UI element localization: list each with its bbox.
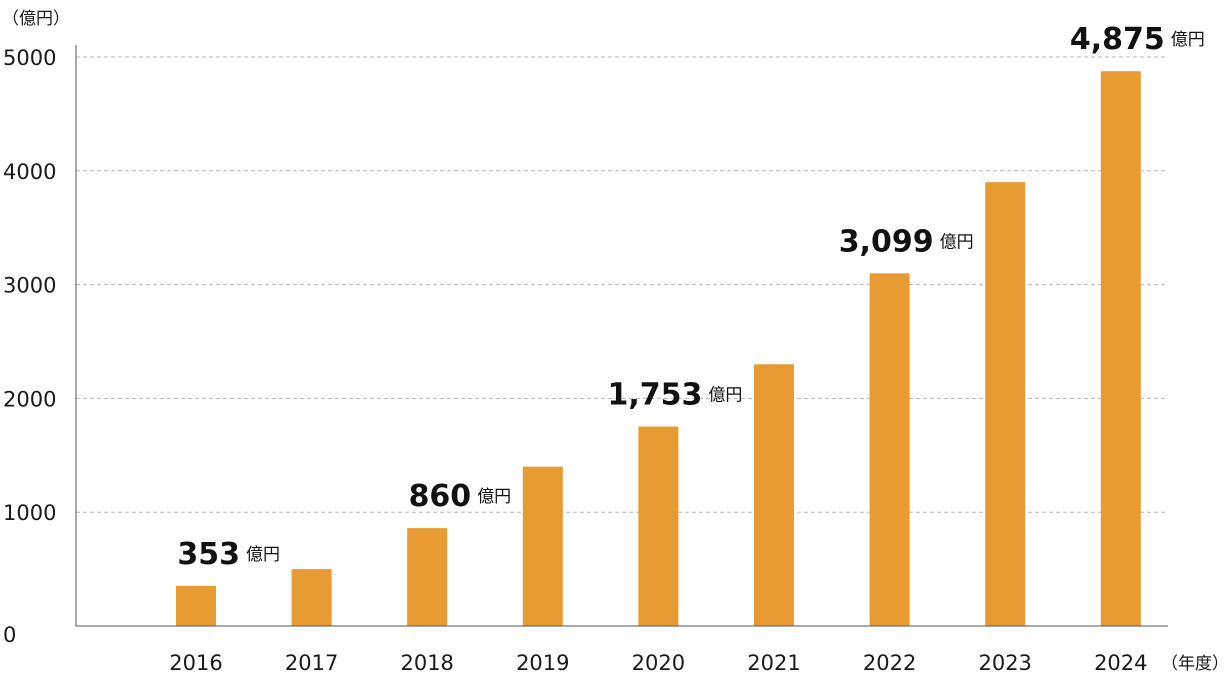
x-tick-label: 2022 — [863, 651, 916, 675]
data-label-unit: 億円 — [246, 545, 280, 565]
data-label-unit: 億円 — [940, 232, 974, 252]
data-label-value: 860 — [409, 479, 472, 514]
x-tick-label: 2018 — [400, 651, 453, 675]
x-tick-label: 2021 — [747, 651, 800, 675]
data-label-value: 4,875 — [1070, 22, 1165, 57]
y-tick-label: 4000 — [3, 160, 56, 184]
data-label-value: 3,099 — [839, 224, 934, 259]
data-label-unit: 億円 — [708, 386, 742, 406]
bar-2017 — [291, 569, 332, 626]
bar-2021 — [754, 364, 794, 626]
y-tick-labels: 0 1000 2000 3000 4000 5000 — [3, 46, 56, 647]
data-label-value: 1,753 — [607, 378, 702, 413]
x-tick-label: 2024 — [1094, 651, 1147, 675]
bar-2022 — [869, 273, 910, 626]
y-tick-label: 0 — [3, 623, 16, 647]
bar-2024 — [1100, 71, 1141, 627]
x-tick-labels: 2016 2017 2018 2019 2020 2021 2022 2023 2024 — [169, 651, 1147, 675]
x-tick-label: 2017 — [285, 651, 338, 675]
data-label-unit: 億円 — [1171, 30, 1205, 50]
bar-2016 — [176, 585, 216, 626]
y-tick-label: 1000 — [3, 501, 56, 525]
bar-2020 — [638, 426, 679, 626]
x-tick-label: 2016 — [169, 651, 222, 675]
x-tick-label: 2019 — [516, 651, 569, 675]
y-tick-label: 2000 — [3, 387, 56, 411]
bar-2018 — [407, 528, 448, 626]
x-tick-label: 2023 — [978, 651, 1031, 675]
bar-group — [176, 71, 1141, 627]
y-axis-unit-label: （億円） — [2, 9, 70, 29]
bar-2023 — [985, 182, 1026, 626]
bar-2019 — [522, 466, 563, 626]
data-label-unit: 億円 — [477, 487, 511, 507]
y-tick-label: 5000 — [3, 46, 56, 70]
x-tick-label: 2020 — [632, 651, 685, 675]
x-axis-unit-label: （年度） — [1161, 654, 1229, 674]
data-label-value: 353 — [177, 537, 240, 572]
y-tick-label: 3000 — [3, 274, 56, 298]
